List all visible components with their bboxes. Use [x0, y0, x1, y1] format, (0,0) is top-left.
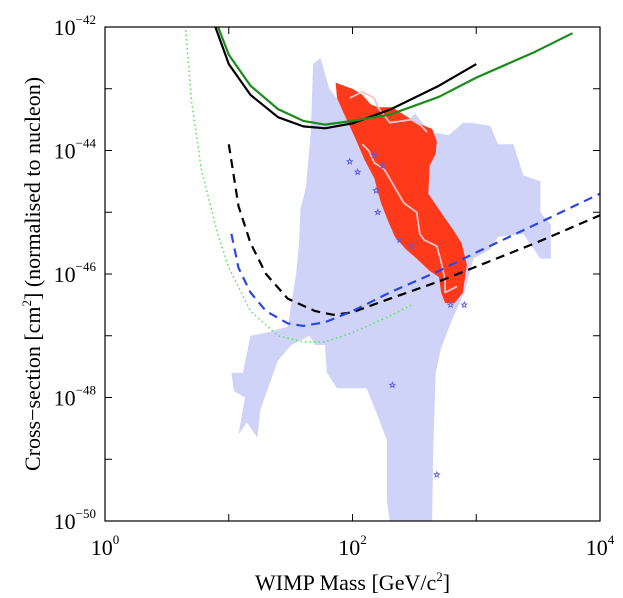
y-tick-label-1: 10−50	[54, 506, 96, 534]
region-1	[231, 57, 551, 521]
y-tick-label-4: 10−44	[54, 136, 97, 164]
plot-area	[185, 27, 600, 521]
y-tick-label-2: 10−48	[54, 383, 96, 411]
model-point-star-3	[370, 151, 379, 159]
model-point-star-8	[407, 242, 416, 250]
limit-curve-3	[227, 144, 600, 316]
region-2	[335, 82, 467, 303]
x-tick-labels: 100 102 104	[91, 532, 615, 560]
model-point-star-7	[395, 235, 404, 244]
x-tick-label-3: 104	[586, 532, 615, 560]
model-point-star-10	[460, 300, 469, 309]
model-point-star-5	[372, 186, 380, 194]
contour-line-2	[361, 143, 458, 294]
model-point-star-2	[353, 168, 362, 176]
limit-curve-4	[230, 192, 600, 327]
limit-curve-1	[214, 27, 477, 130]
y-tick-labels: 10−50 10−48 10−46 10−44 10−42	[54, 12, 97, 534]
x-axis-label: WIMP Mass [GeV/c2]	[255, 569, 450, 595]
model-point-star-11	[388, 380, 397, 389]
x-tick-label-2: 102	[338, 532, 367, 560]
model-point-star-9	[446, 300, 455, 309]
model-point-star-12	[432, 470, 441, 479]
model-point-star-1	[345, 157, 354, 165]
y-tick-label-5: 10−42	[54, 12, 96, 40]
x-tick-label-1: 100	[91, 532, 120, 560]
axis-ticks	[104, 26, 601, 522]
y-axis-label: Cross−section [cm2] (normalised to nucle…	[19, 77, 45, 471]
model-point-star-4	[378, 161, 387, 170]
limit-curve-2	[217, 27, 573, 126]
y-tick-label-3: 10−46	[54, 259, 97, 287]
model-point-star-6	[373, 208, 382, 216]
